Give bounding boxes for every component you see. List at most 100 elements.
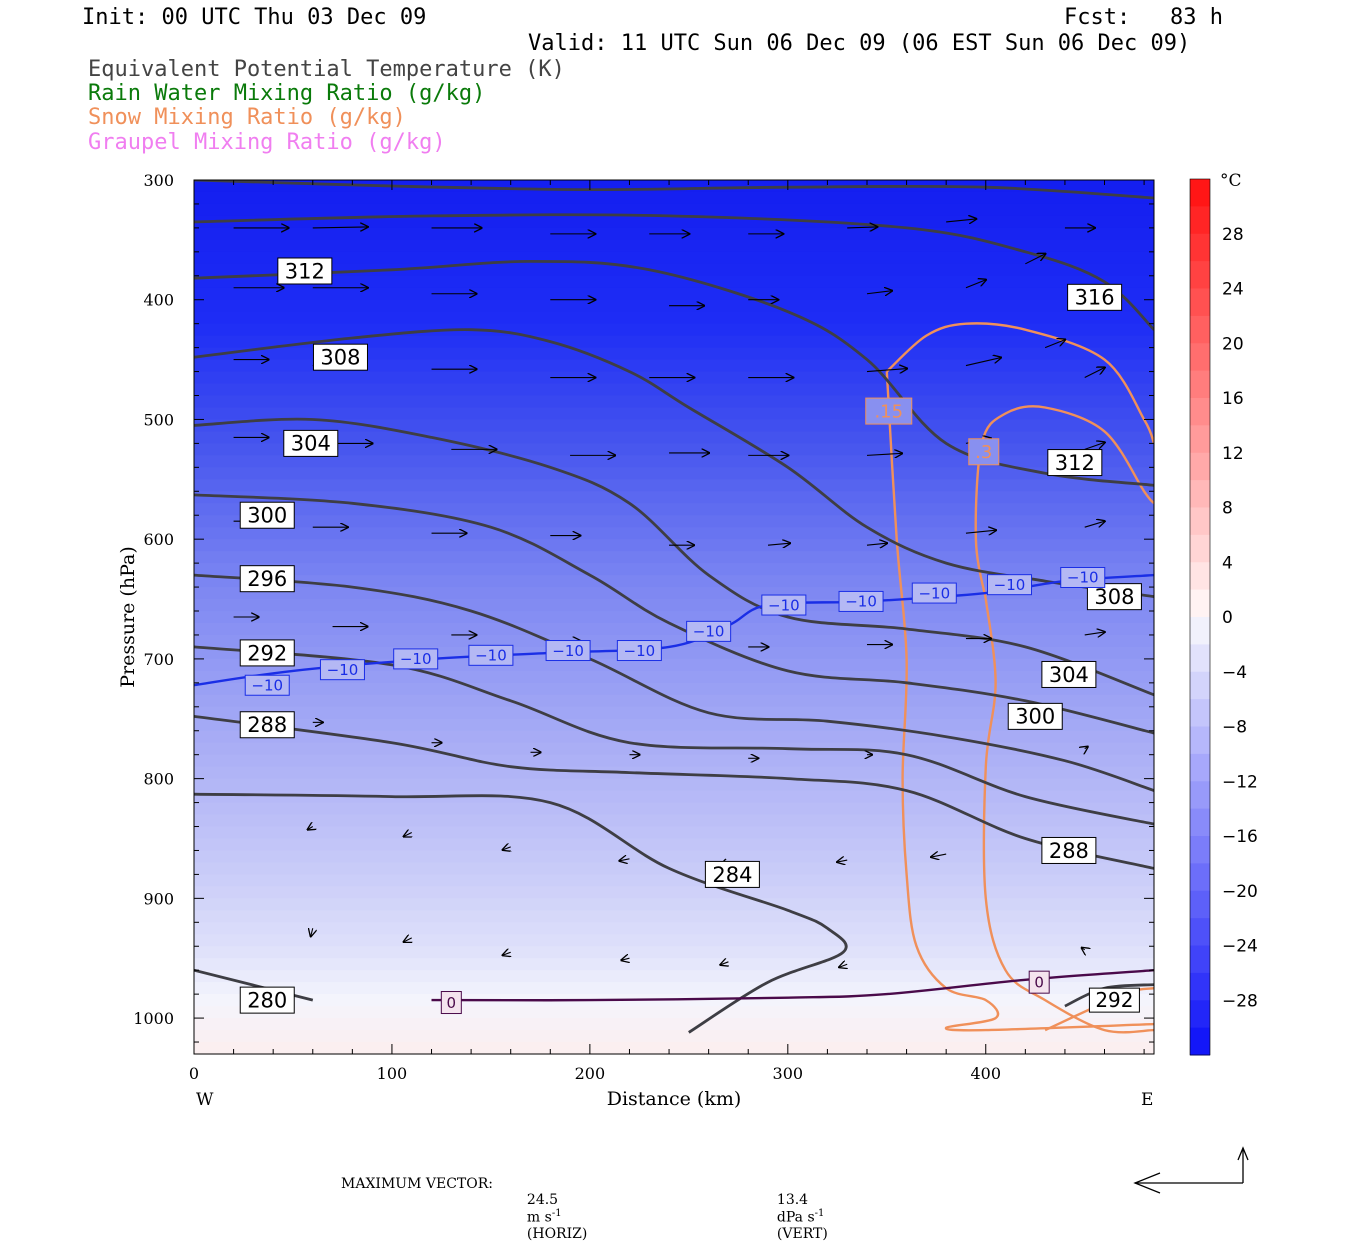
theta-e-contour <box>194 792 848 1034</box>
theta-e-contours <box>194 180 1154 1034</box>
snow-contours <box>885 322 1154 1034</box>
theta-e-label: 284 <box>704 860 760 888</box>
theta-e-label-text: 292 <box>1095 988 1133 1012</box>
temp-label: −10 <box>911 582 957 604</box>
colorbar-band <box>1190 179 1210 207</box>
theta-e-label-text: 304 <box>1049 663 1089 687</box>
shade-band <box>194 802 1154 816</box>
colorbar-tick-label: 12 <box>1222 444 1244 464</box>
shade-band <box>194 191 1154 205</box>
colorbar-band <box>1190 288 1210 317</box>
theta-e-label-text: 292 <box>247 641 287 665</box>
temp-label-text: −10 <box>845 593 877 611</box>
temp-label: 0 <box>1028 970 1050 994</box>
shade-band <box>194 383 1154 397</box>
shade-band <box>194 898 1154 911</box>
theta-e-label: 288 <box>1041 836 1097 864</box>
wind-vector <box>946 219 976 222</box>
shade-band <box>194 970 1154 983</box>
vert-value: 13.4 <box>776 1192 809 1208</box>
shade-band <box>194 874 1154 887</box>
colorbar-tick-label: 0 <box>1222 608 1233 628</box>
theta-e-contour <box>194 645 1154 826</box>
temp-label: −10 <box>616 640 662 662</box>
shade-band <box>194 826 1154 840</box>
colorbar-band <box>1190 562 1210 591</box>
shade-band <box>194 850 1154 864</box>
shade-band <box>194 922 1154 935</box>
shade-band <box>194 563 1154 576</box>
temp-label-text: 0 <box>1034 973 1044 991</box>
y-tick-label: 900 <box>143 889 174 908</box>
shade-band <box>194 886 1154 899</box>
colorbar: 28 24 20 16 12 8 4 0 −4 −8 −12 −16 −20 −24 −28 °C <box>1189 171 1258 1056</box>
forecast-hour: Fcst: 83 h <box>1064 5 1223 30</box>
colorbar-frame <box>1189 178 1211 1056</box>
theta-e-contour <box>194 259 1154 487</box>
theta-e-label-box <box>239 639 295 667</box>
shade-band <box>194 287 1154 301</box>
colorbar-band <box>1190 1000 1210 1029</box>
wind-vector <box>720 962 728 965</box>
theta-e-label-box <box>1041 836 1097 864</box>
theta-e-label: 288 <box>239 711 295 739</box>
wind-vector <box>1084 632 1105 635</box>
snow-label: .15 <box>865 397 913 425</box>
shade-band <box>194 467 1154 480</box>
shade-band <box>194 622 1154 636</box>
snow-label-text: .15 <box>874 401 903 422</box>
temp-label: −10 <box>545 640 591 662</box>
temp-label-text: −10 <box>768 596 800 614</box>
theta-e-label-text: 308 <box>320 346 360 370</box>
colorbar-band <box>1190 398 1210 426</box>
colorbar-band <box>1190 918 1210 946</box>
colorbar-band <box>1190 972 1210 1001</box>
theta-e-label-box <box>312 343 368 371</box>
theta-e-contour <box>194 328 1154 598</box>
theta-e-label-box <box>1041 660 1097 688</box>
shade-band <box>194 491 1154 504</box>
shade-band <box>194 982 1154 995</box>
temp-label: −10 <box>761 594 807 616</box>
wind-vector <box>965 530 996 533</box>
wind-vector <box>866 369 907 372</box>
legend-graupel: Graupel Mixing Ratio (g/kg) <box>88 130 446 155</box>
wind-vector <box>1082 948 1085 950</box>
colorbar-band <box>1190 507 1210 536</box>
shade-band <box>194 838 1154 852</box>
colorbar-tick-label: 4 <box>1222 553 1233 573</box>
shade-band <box>194 682 1154 696</box>
y-axis-label: Pressure (hPa) <box>117 546 139 688</box>
theta-e-label-box <box>239 986 295 1014</box>
shade-band <box>194 934 1154 947</box>
theta-e-label-text: 300 <box>247 504 287 528</box>
temp-label-text: −10 <box>994 576 1026 594</box>
colorbar-band <box>1190 315 1210 344</box>
colorbar-tick-label: −20 <box>1222 882 1258 902</box>
horiz-value: 24.5 <box>526 1192 559 1208</box>
theta-e-label-text: 284 <box>712 863 752 887</box>
snow-contour <box>885 371 1154 1032</box>
theta-e-label: 292 <box>1088 987 1140 1013</box>
wind-vector <box>1084 521 1105 528</box>
wind-vector <box>837 860 848 862</box>
shade-band <box>194 275 1154 289</box>
theta-e-label-box <box>283 429 339 457</box>
temp-label-text: −10 <box>918 584 950 602</box>
shade-band <box>194 503 1154 516</box>
colorbar-tick-label: −12 <box>1222 772 1258 792</box>
colorbar-band <box>1190 890 1210 919</box>
shade-band <box>194 479 1154 492</box>
temp-label-text: −10 <box>624 642 656 660</box>
temp-label-text: −10 <box>251 676 283 694</box>
theta-e-contour <box>194 968 314 1002</box>
colorbar-band <box>1190 945 1210 974</box>
colorbar-tick-label: −24 <box>1222 937 1258 957</box>
theta-e-contour <box>194 213 1154 331</box>
theta-e-label-box <box>277 257 333 285</box>
legend-theta-e: Equivalent Potential Temperature (K) <box>88 57 565 82</box>
shade-band <box>194 730 1154 744</box>
colorbar-band <box>1190 808 1210 837</box>
y-tick-label: 800 <box>143 770 174 789</box>
temp-label-text: 0 <box>447 994 457 1012</box>
